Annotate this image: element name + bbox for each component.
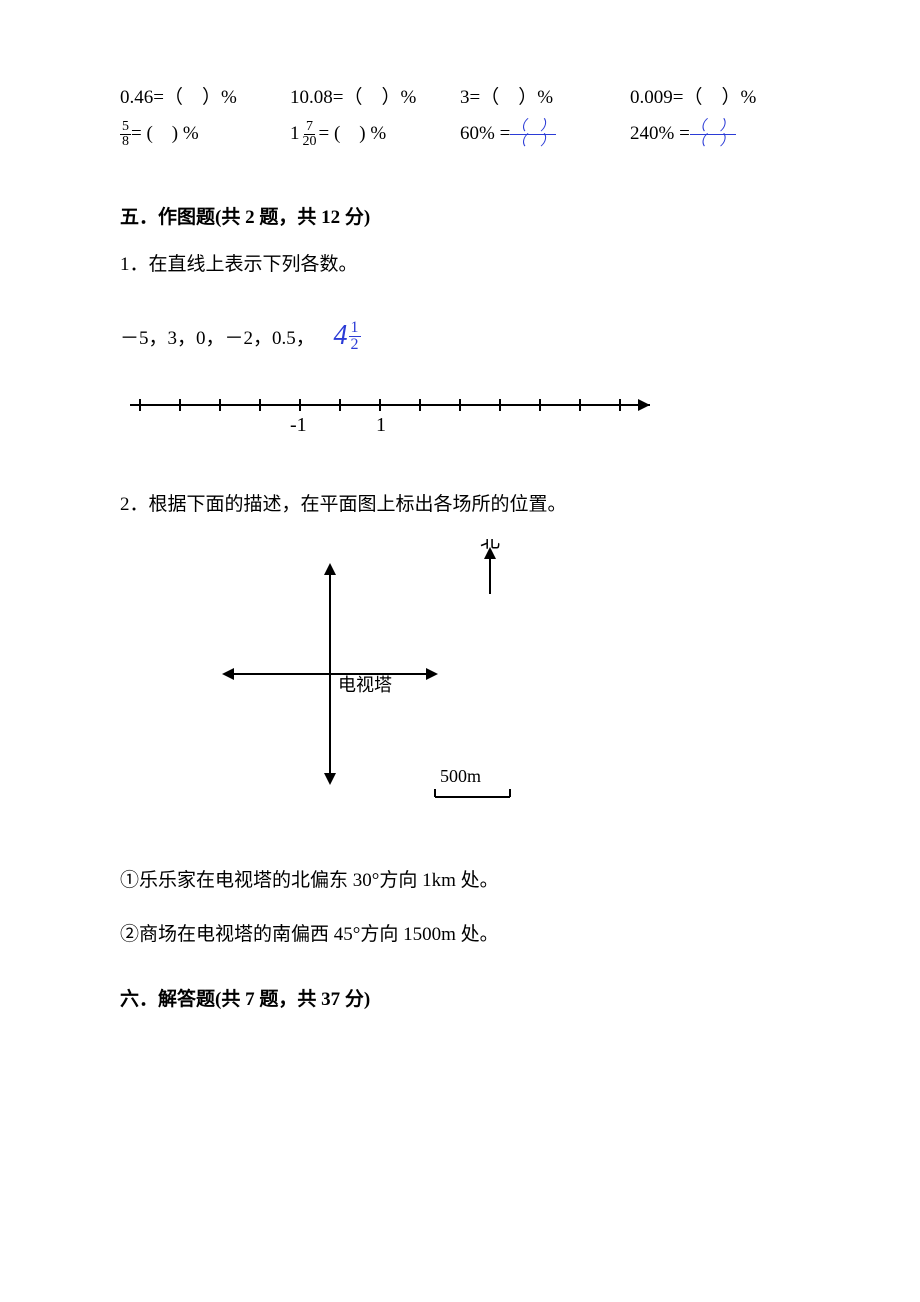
fraction: 5 8: [120, 120, 131, 149]
compass-svg: 北 电视塔 500m: [220, 539, 550, 829]
eq-cell: 60% = （ ） （ ）: [460, 116, 630, 152]
frac-den: （ ）: [690, 135, 736, 149]
eq-cell: 3=（ ）%: [460, 80, 630, 116]
eq-cell: 0.009=（ ）%: [630, 80, 800, 116]
eq-cell: 0.46=（ ）%: [120, 80, 290, 116]
page: 0.46=（ ）% 10.08=（ ）% 3=（ ）% 0.009=（ ）% 5…: [0, 0, 920, 1302]
tick-label: 1: [376, 414, 386, 436]
q2-sub2: ②商场在电视塔的南偏西 45°方向 1500m 处。: [120, 921, 800, 950]
fraction: 7 20: [301, 120, 319, 149]
fraction-blank: （ ） （ ）: [690, 120, 736, 149]
frac-num: （ ）: [510, 120, 556, 135]
frac-num: （ ）: [690, 120, 736, 135]
section-6-heading: 六．解答题(共 7 题，共 37 分): [120, 986, 800, 1015]
eq-cell: 10.08=（ ）%: [290, 80, 460, 116]
center-label: 电视塔: [338, 675, 392, 695]
mixed-int: 1: [290, 120, 300, 149]
eq-cell: 240% = （ ） （ ）: [630, 116, 800, 152]
numberline: -1 1: [120, 385, 800, 455]
frac-den: 2: [349, 337, 361, 353]
section-5-heading: 五．作图题(共 2 题，共 12 分): [120, 204, 800, 233]
frac-den: 20: [301, 135, 319, 149]
equation-table: 0.46=（ ）% 10.08=（ ）% 3=（ ）% 0.009=（ ）% 5…: [120, 80, 800, 152]
eq-tail: = ( ) %: [131, 120, 199, 149]
eq-text: 0.009=（ ）%: [630, 84, 756, 113]
scale-label: 500m: [440, 766, 481, 786]
q1-prompt: 1．在直线上表示下列各数。: [120, 251, 800, 280]
frac-den: 8: [120, 135, 131, 149]
eq-cell: 5 8 = ( ) %: [120, 116, 290, 152]
frac-num: 5: [120, 120, 131, 135]
mixed-fraction: 4 1 2: [334, 315, 361, 357]
frac-num: 1: [349, 320, 361, 337]
eq-text: 3=（ ）%: [460, 84, 553, 113]
q1-numbers: －5，3，0，－2，0.5， 4 1 2: [120, 315, 800, 357]
q2-prompt: 2．根据下面的描述，在平面图上标出各场所的位置。: [120, 491, 800, 520]
frac-num: 7: [304, 120, 315, 135]
eq-text: 10.08=（ ）%: [290, 84, 416, 113]
frac-den: （ ）: [510, 135, 556, 149]
fraction-blank: （ ） （ ）: [510, 120, 556, 149]
north-label: 北: [480, 539, 500, 552]
numberline-svg: -1 1: [120, 385, 680, 445]
eq-prefix: 240% =: [630, 120, 690, 149]
eq-prefix: 60% =: [460, 120, 510, 149]
fraction: 1 2: [349, 320, 361, 353]
mixed-fraction: 1 7 20: [290, 120, 319, 149]
mixed-int: 4: [334, 315, 348, 357]
q2-sub1: ①乐乐家在电视塔的北偏东 30°方向 1km 处。: [120, 867, 800, 896]
compass-diagram: 北 电视塔 500m: [220, 539, 800, 839]
tick-label: -1: [290, 414, 307, 436]
numbers-text: －5，3，0，－2，0.5，: [120, 328, 315, 349]
eq-cell: 1 7 20 = ( ) %: [290, 116, 460, 152]
eq-text: 0.46=（ ）%: [120, 84, 237, 113]
eq-tail: = ( ) %: [319, 120, 387, 149]
